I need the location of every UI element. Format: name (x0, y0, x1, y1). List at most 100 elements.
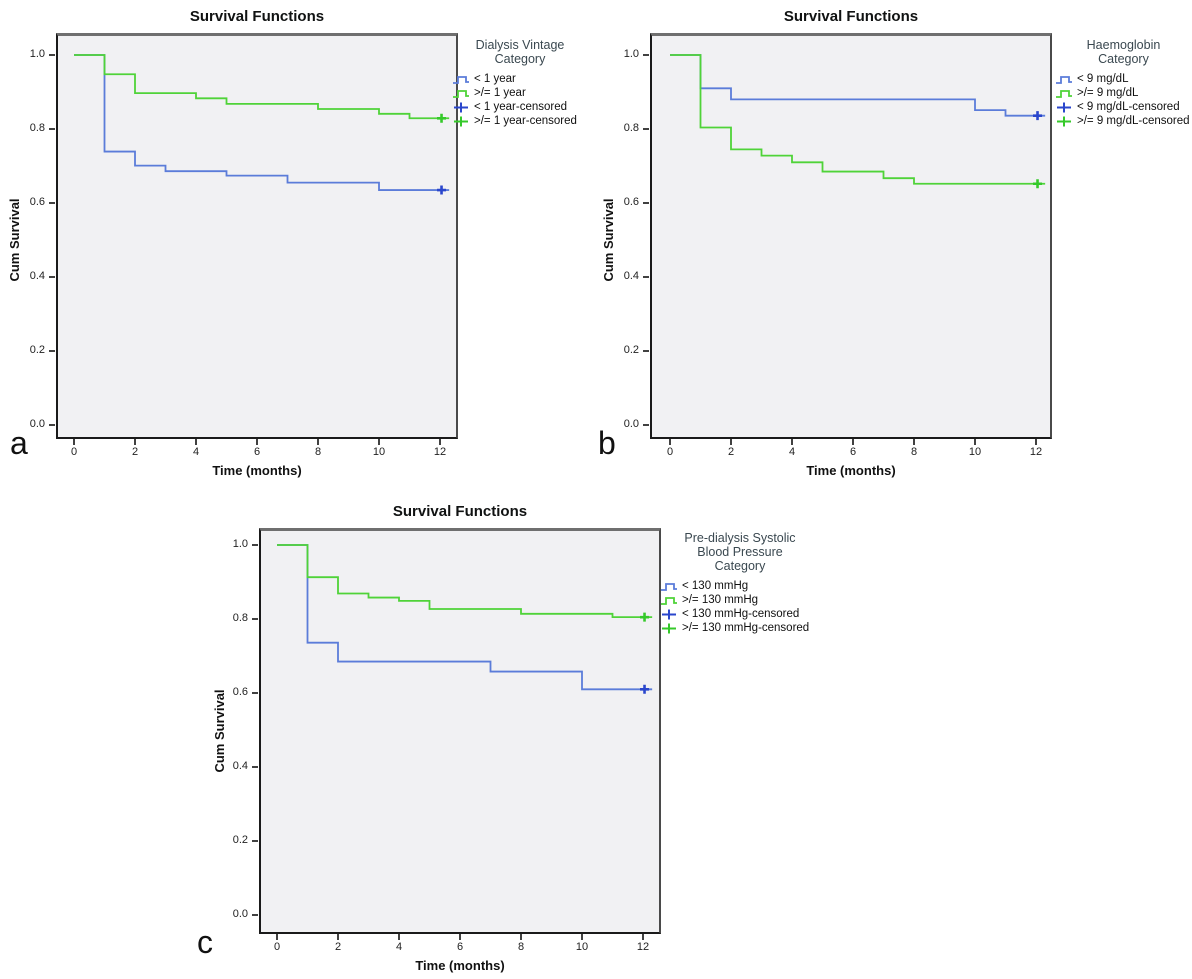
y-tick-label: 0.0 (232, 908, 248, 920)
legend-item-label: < 9 mg/dL (1077, 73, 1129, 85)
legend: Dialysis Vintage Category < 1 year >/= 1 … (452, 38, 588, 128)
legend-item-label: >/= 1 year-censored (474, 115, 577, 127)
legend-item: < 9 mg/dL-censored (1055, 100, 1192, 114)
plot-area (650, 33, 1052, 439)
legend: Haemoglobin Category < 9 mg/dL >/= 9 mg/d… (1055, 38, 1192, 128)
x-tick-label: 8 (910, 446, 918, 458)
x-axis-label: Time (months) (806, 463, 896, 478)
legend-item: >/= 9 mg/dL-censored (1055, 114, 1192, 128)
panel-letter: a (10, 425, 28, 461)
x-tick-label: 8 (517, 941, 525, 953)
plus-icon (662, 623, 676, 633)
x-tick-label: 6 (456, 941, 464, 953)
x-tick-label: 12 (433, 446, 447, 458)
x-tick-label: 0 (666, 446, 674, 458)
legend-item-label: >/= 130 mmHg-censored (682, 622, 810, 634)
x-tick-label: 12 (636, 941, 650, 953)
legend-item: < 130 mmHg (660, 579, 820, 593)
legend-item-label: < 1 year (474, 73, 516, 85)
x-tick-label: 10 (372, 446, 386, 458)
legend-item: < 1 year-censored (452, 100, 588, 114)
step-line-icon (661, 596, 677, 605)
step-line-icon (661, 582, 677, 591)
x-tick-label: 4 (395, 941, 403, 953)
y-tick-label: 0.0 (623, 418, 639, 430)
step-line-icon (1056, 75, 1072, 84)
x-tick-label: 8 (314, 446, 322, 458)
legend-item: >/= 1 year-censored (452, 114, 588, 128)
x-tick-label: 0 (273, 941, 281, 953)
plus-icon (1057, 102, 1071, 112)
y-axis-label: Cum Survival (601, 198, 616, 282)
y-tick-label: 0.2 (623, 344, 639, 356)
y-tick-label: 1.0 (232, 538, 248, 550)
y-tick-label: 0.6 (29, 196, 45, 208)
x-axis-label: Time (months) (212, 463, 302, 478)
chart-title: Survival Functions (783, 8, 919, 25)
y-axis-label: Cum Survival (7, 198, 22, 282)
legend-item-label: >/= 130 mmHg (682, 594, 759, 606)
legend-item: >/= 9 mg/dL (1055, 86, 1192, 100)
x-tick-label: 4 (192, 446, 200, 458)
y-tick-label: 0.0 (29, 418, 45, 430)
legend-item: < 1 year (452, 72, 588, 86)
chart-title: Survival Functions (189, 8, 325, 25)
y-tick-label: 0.6 (623, 196, 639, 208)
x-tick-label: 12 (1029, 446, 1043, 458)
legend-item: >/= 130 mmHg-censored (660, 621, 820, 635)
panel-letter: c (197, 924, 213, 960)
legend-item-label: >/= 9 mg/dL-censored (1077, 115, 1190, 127)
plot-area (259, 528, 661, 934)
y-tick-label: 1.0 (29, 48, 45, 60)
legend-item: < 9 mg/dL (1055, 72, 1192, 86)
y-tick-label: 0.4 (232, 760, 248, 772)
legend-items: < 9 mg/dL >/= 9 mg/dL < 9 mg/dL-censored >/… (1055, 72, 1192, 128)
y-tick-label: 0.8 (232, 612, 248, 624)
step-line-icon (453, 89, 469, 98)
y-tick-label: 0.6 (232, 686, 248, 698)
legend-item-label: < 9 mg/dL-censored (1077, 101, 1180, 113)
y-tick-label: 0.2 (29, 344, 45, 356)
legend-items: < 130 mmHg >/= 130 mmHg < 130 mmHg-censore… (660, 579, 820, 635)
y-tick-label: 1.0 (623, 48, 639, 60)
y-tick-label: 0.4 (623, 270, 639, 282)
legend-title: Haemoglobin Category (1086, 38, 1161, 66)
legend-items: < 1 year >/= 1 year < 1 year-censored >/= 1… (452, 72, 588, 128)
step-line-icon (453, 75, 469, 84)
x-tick-label: 10 (575, 941, 589, 953)
y-tick-label: 0.8 (29, 122, 45, 134)
x-tick-label: 6 (849, 446, 857, 458)
plot-area (56, 33, 458, 439)
x-tick-label: 2 (131, 446, 139, 458)
x-tick-label: 0 (70, 446, 78, 458)
legend-item: >/= 130 mmHg (660, 593, 820, 607)
step-line-icon (1056, 89, 1072, 98)
y-tick-label: 0.8 (623, 122, 639, 134)
x-tick-label: 6 (253, 446, 261, 458)
legend-item-label: >/= 1 year (474, 87, 526, 99)
x-tick-label: 2 (727, 446, 735, 458)
legend-item: >/= 1 year (452, 86, 588, 100)
chart-title: Survival Functions (392, 503, 528, 520)
x-axis-label: Time (months) (415, 958, 505, 973)
legend-item-label: < 130 mmHg-censored (682, 608, 800, 620)
plus-icon (454, 116, 468, 126)
x-tick-label: 10 (968, 446, 982, 458)
legend: Pre-dialysis Systolic Blood Pressure Cat… (660, 531, 820, 635)
x-tick-label: 4 (788, 446, 796, 458)
legend-item-label: >/= 9 mg/dL (1077, 87, 1139, 99)
plus-icon (454, 102, 468, 112)
legend-title: Dialysis Vintage Category (475, 38, 565, 66)
y-axis-label: Cum Survival (212, 689, 227, 773)
y-tick-label: 0.4 (29, 270, 45, 282)
x-tick-label: 2 (334, 941, 342, 953)
legend-item-label: < 130 mmHg (682, 580, 749, 592)
y-tick-label: 0.2 (232, 834, 248, 846)
panel-letter: b (598, 425, 616, 461)
legend-title: Pre-dialysis Systolic Blood Pressure Cat… (684, 531, 796, 573)
legend-item: < 130 mmHg-censored (660, 607, 820, 621)
plus-icon (662, 609, 676, 619)
legend-item-label: < 1 year-censored (474, 101, 568, 113)
plus-icon (1057, 116, 1071, 126)
